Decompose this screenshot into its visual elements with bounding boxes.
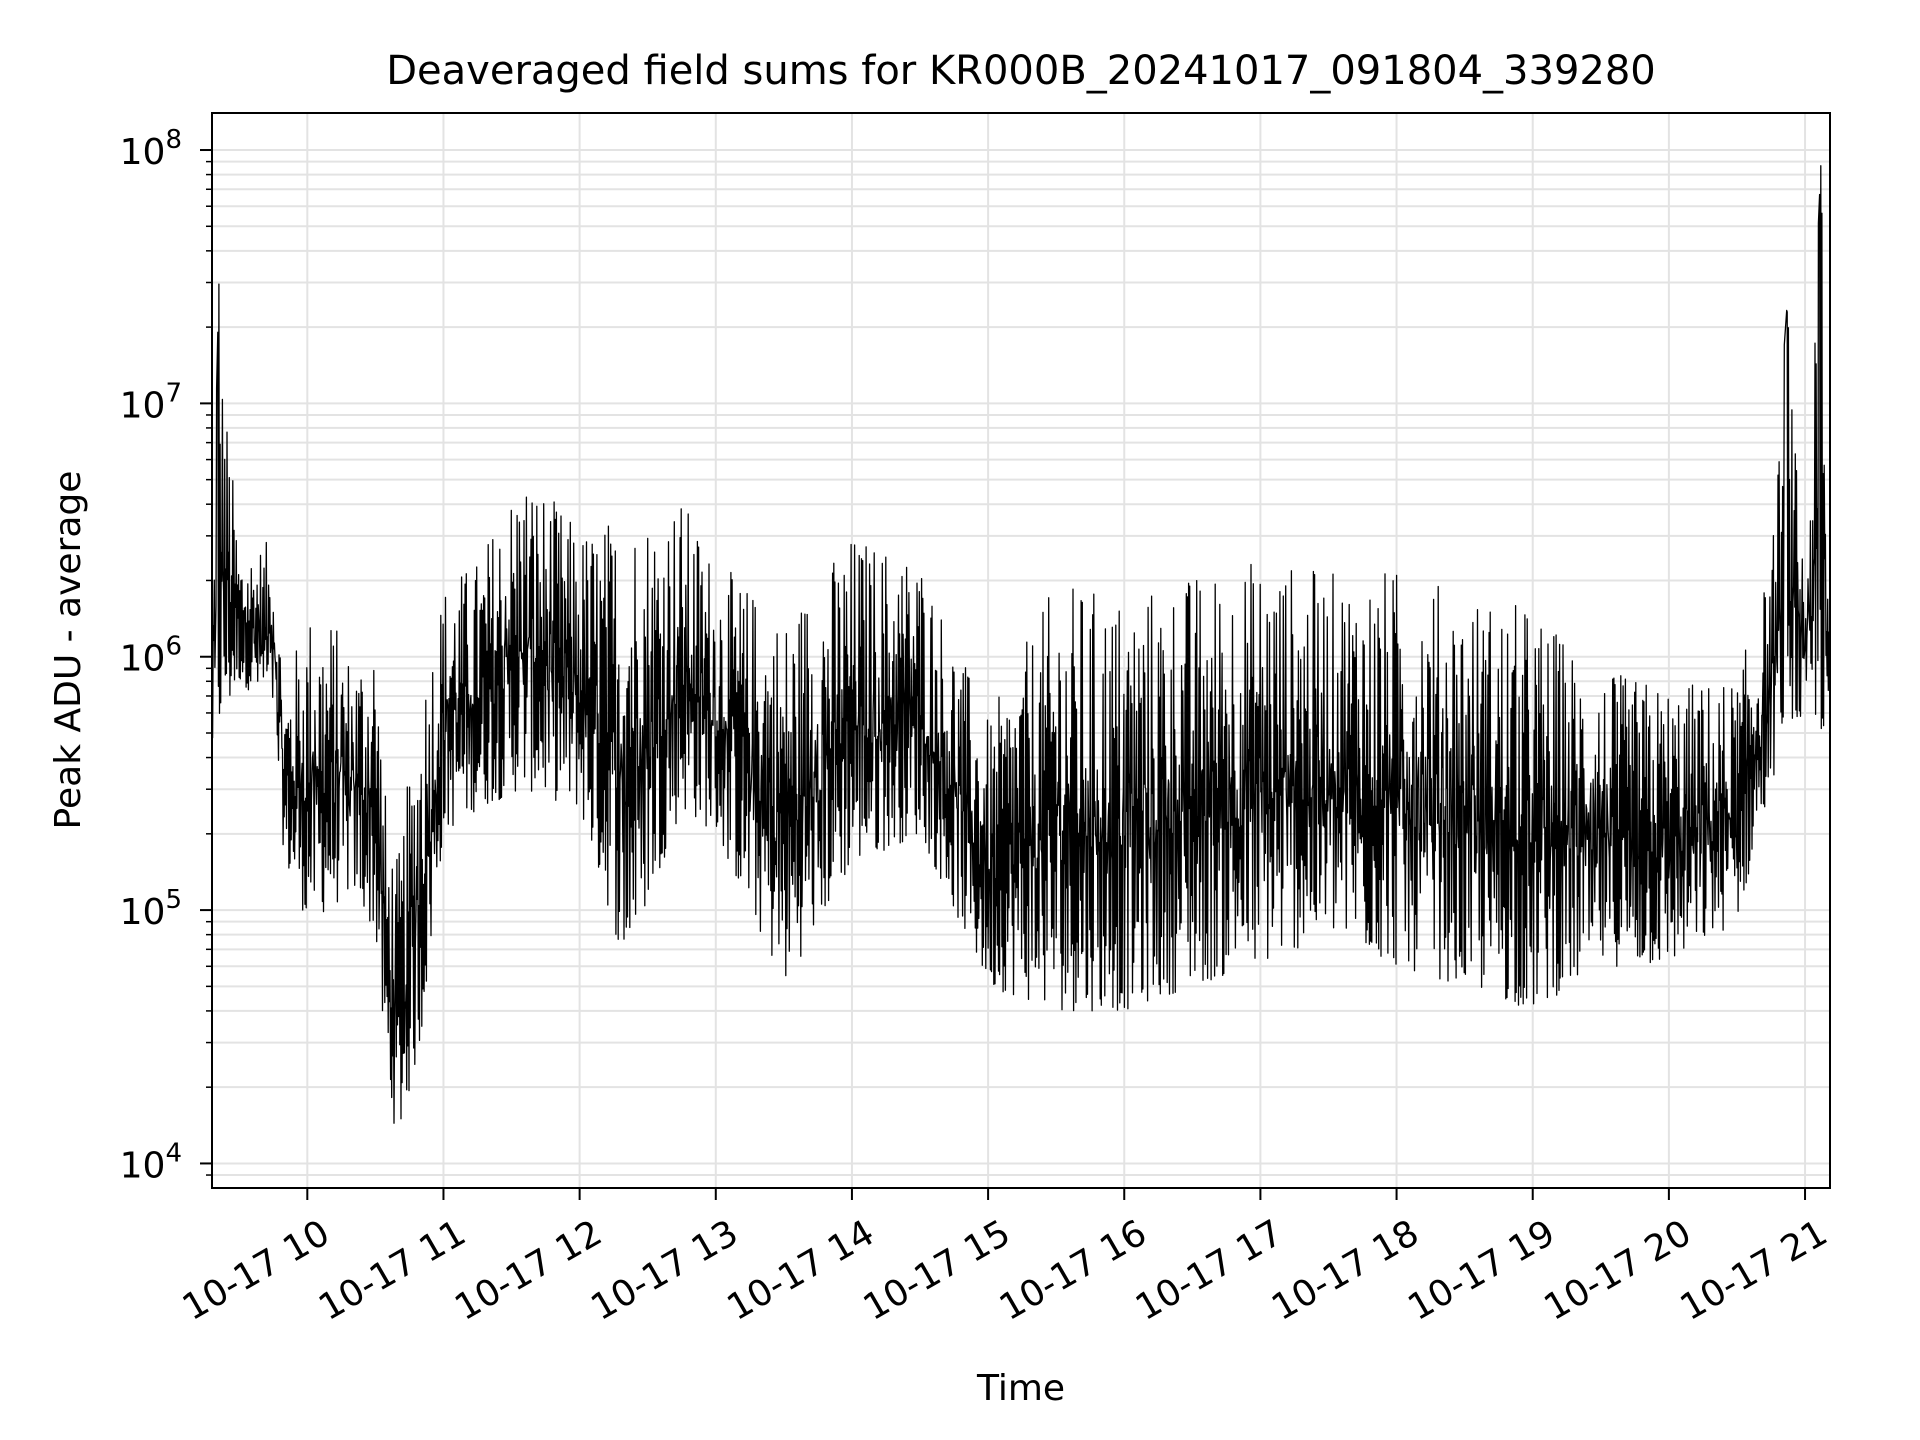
y-tick-label: 106 [120,632,182,680]
y-tick-label: 107 [120,378,182,426]
y-tick-label: 105 [120,885,182,933]
y-tick-label: 104 [120,1138,182,1186]
y-axis-label: Peak ADU - average [48,471,89,830]
series-line-layer [211,165,1831,1124]
chart-title: Deaveraged field sums for KR000B_2024101… [386,48,1656,94]
plot-frame [211,112,1831,1189]
x-axis-label: Time [976,1368,1065,1409]
y-tick-label: 108 [120,125,182,173]
y-axis-ticks: 104 105 106 107 108 [120,125,212,1186]
series-line [211,165,1831,1124]
